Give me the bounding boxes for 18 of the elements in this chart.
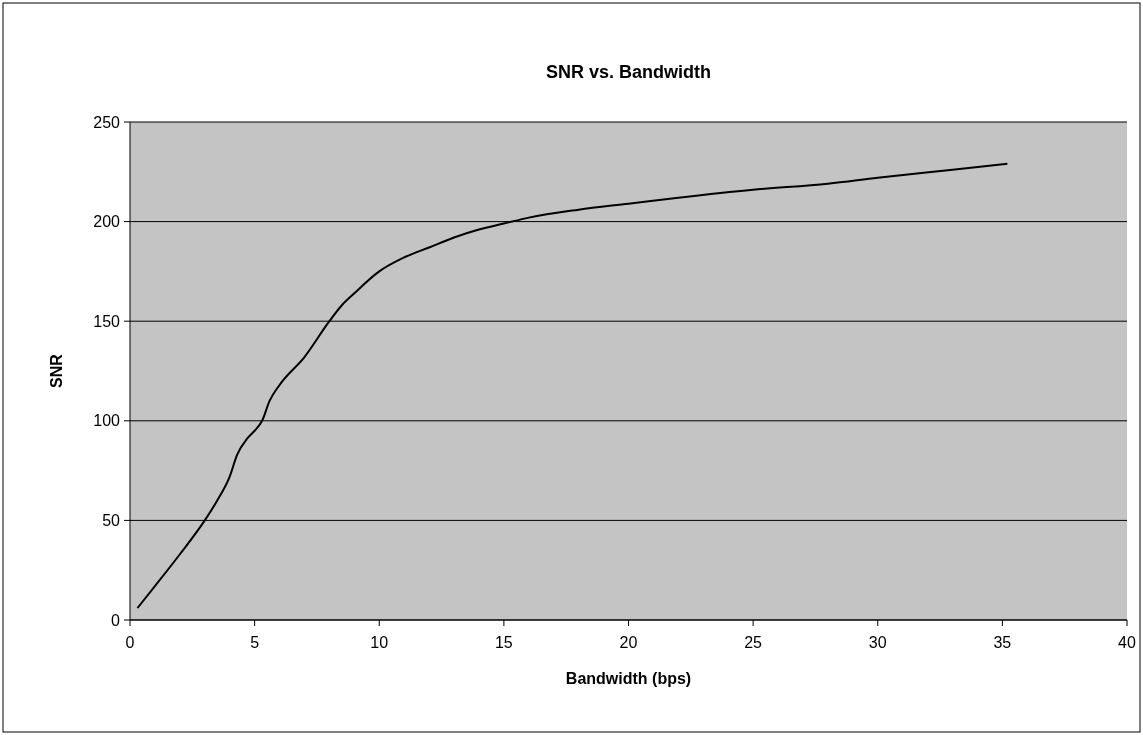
x-tick-label: 0 [125, 634, 135, 651]
x-tick-label: 30 [868, 634, 887, 651]
x-tick-label: 5 [250, 634, 260, 651]
x-axis-title: Bandwidth (bps) [565, 670, 692, 687]
x-tick-label: 25 [744, 634, 763, 651]
chart-title: SNR vs. Bandwidth [545, 62, 712, 82]
x-tick-label: 40 [1118, 634, 1136, 651]
y-axis-title: SNR [48, 353, 65, 388]
x-tick-label: 15 [494, 634, 513, 651]
x-tick-label: 35 [993, 634, 1012, 651]
y-tick-label: 0 [111, 611, 121, 629]
y-tick-label: 250 [93, 113, 121, 131]
y-tick-label: 100 [93, 412, 121, 430]
x-tick-label: 10 [370, 634, 389, 651]
y-tick-label: 50 [102, 512, 121, 529]
y-tick-label: 200 [93, 213, 121, 231]
x-tick-label: 20 [619, 634, 638, 651]
y-tick-label: 150 [93, 312, 121, 330]
